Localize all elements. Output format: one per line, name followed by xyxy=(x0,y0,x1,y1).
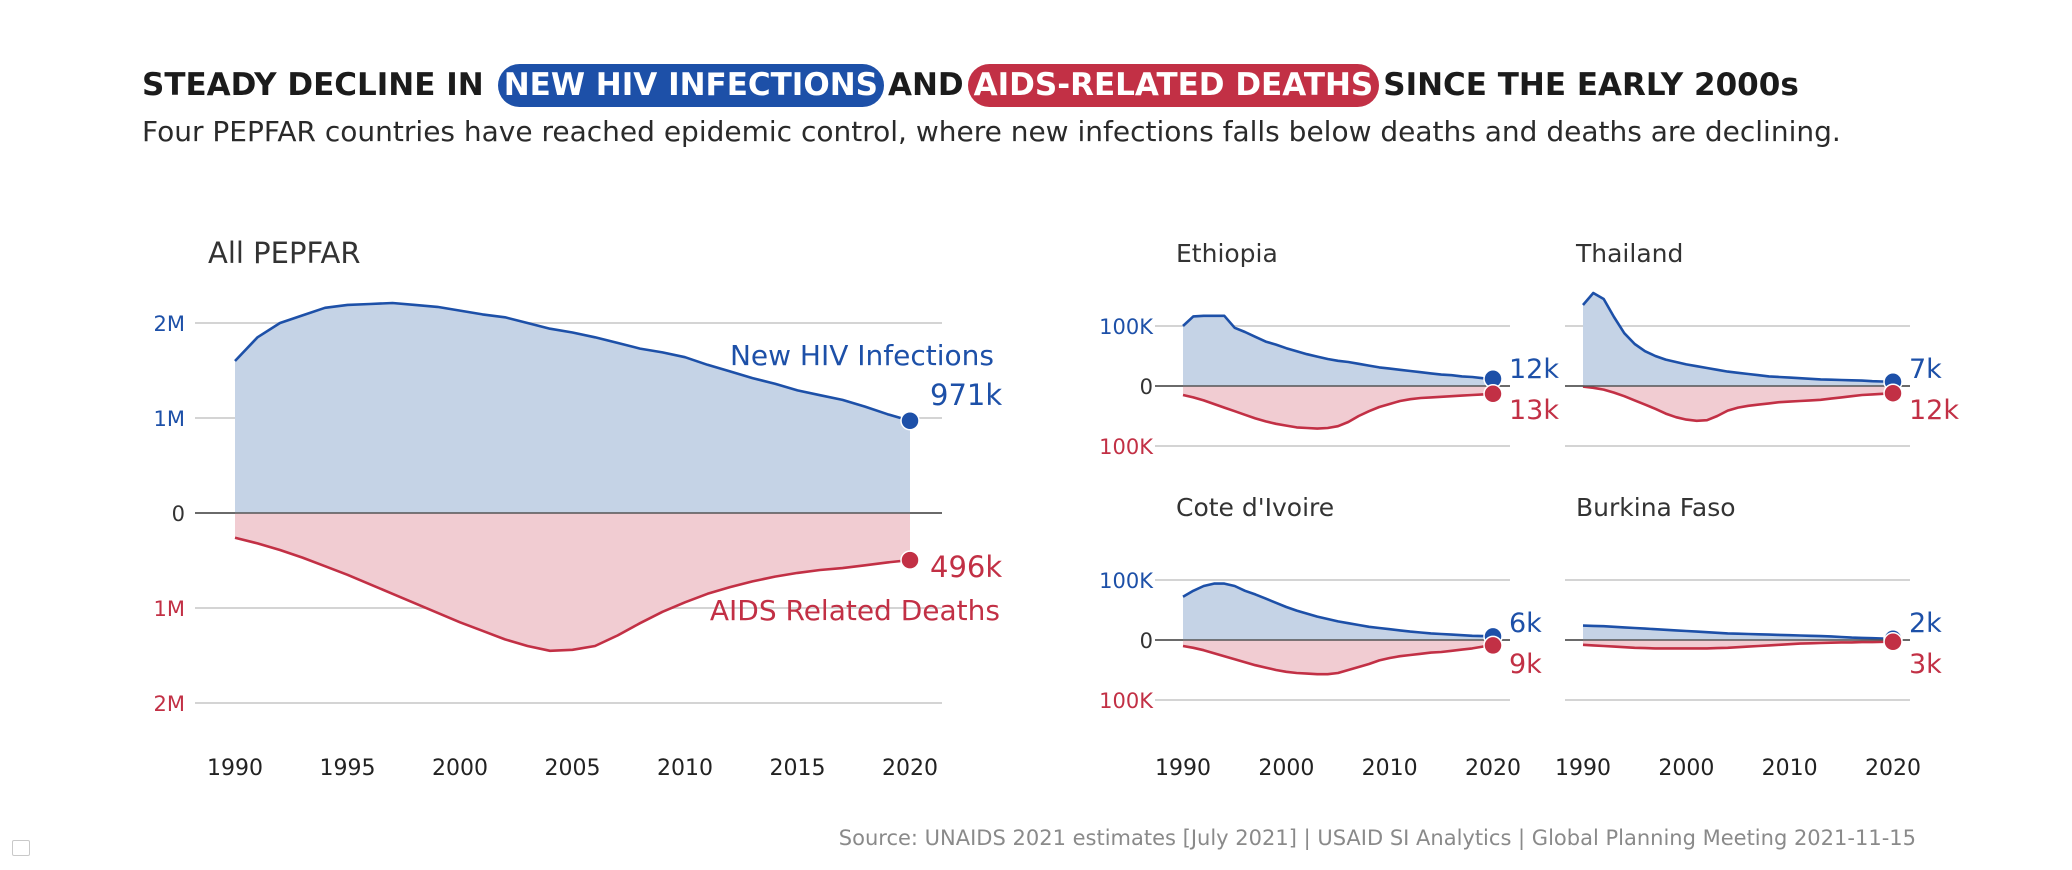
deaths-end-label: 496k xyxy=(930,550,1002,584)
y-tick-label: 1M xyxy=(154,597,185,621)
deaths-end-label: 12k xyxy=(1909,395,1959,426)
chart-headline: STEADY DECLINE IN NEW HIV INFECTIONS AND… xyxy=(142,58,1799,112)
infections-area xyxy=(1183,583,1493,640)
deaths-area xyxy=(1183,386,1493,429)
x-tick-label: 2015 xyxy=(770,756,826,781)
x-tick-label: 2010 xyxy=(1362,756,1418,781)
panel-title: Burkina Faso xyxy=(1576,493,1736,522)
deaths-end-label: 9k xyxy=(1509,649,1542,680)
x-tick-label: 2000 xyxy=(1258,756,1314,781)
infections-line xyxy=(1182,314,1494,381)
y-tick-label: 100K xyxy=(1099,315,1154,339)
infections-area xyxy=(1183,315,1493,386)
infections-end-label: 971k xyxy=(930,378,1002,412)
deaths-end-marker xyxy=(1883,632,1903,652)
infections-line xyxy=(1582,624,1894,641)
headline-part-2: AND xyxy=(887,67,964,103)
deaths-line xyxy=(1582,640,1893,650)
deaths-end-marker xyxy=(900,550,920,570)
image-icon xyxy=(12,840,30,856)
infections-area xyxy=(235,303,910,513)
deaths-area xyxy=(235,513,910,651)
infections-line xyxy=(234,301,911,423)
headline-part-3: SINCE THE EARLY 2000s xyxy=(1383,67,1799,103)
panel-title: Ethiopia xyxy=(1176,239,1278,268)
x-tick-label: 2005 xyxy=(545,756,601,781)
panel-title: All PEPFAR xyxy=(208,236,360,270)
deaths-line xyxy=(1182,392,1494,430)
deaths-end-marker xyxy=(1483,635,1503,656)
deaths-series-label: AIDS Related Deaths xyxy=(710,594,1000,627)
headline-highlight-infections: NEW HIV INFECTIONS xyxy=(497,63,884,107)
deaths-end-marker xyxy=(1883,383,1903,403)
infections-line xyxy=(1582,291,1894,384)
infections-end-label: 6k xyxy=(1509,608,1542,639)
chart-subtitle: Four PEPFAR countries have reached epide… xyxy=(142,115,1841,148)
infections-end-label: 12k xyxy=(1509,354,1559,385)
panel-title: Cote d'Ivoire xyxy=(1176,493,1334,522)
y-tick-label: 2M xyxy=(154,692,185,716)
x-tick-label: 2010 xyxy=(1762,756,1818,781)
infections-area xyxy=(1583,293,1893,386)
y-tick-label: 1M xyxy=(154,407,185,431)
x-tick-label: 2020 xyxy=(1865,756,1921,781)
x-tick-label: 2000 xyxy=(1658,756,1714,781)
y-tick-label: 2M xyxy=(154,312,185,336)
y-tick-label: 0 xyxy=(1140,629,1153,653)
x-tick-label: 2010 xyxy=(657,756,713,781)
deaths-end-label: 13k xyxy=(1509,395,1559,426)
headline-highlight-deaths: AIDS-RELATED DEATHS xyxy=(967,63,1380,107)
deaths-line xyxy=(1582,385,1894,423)
panel-title: Thailand xyxy=(1575,239,1683,268)
y-tick-label: 0 xyxy=(1140,375,1153,399)
headline-part-1: STEADY DECLINE IN xyxy=(142,67,484,103)
x-tick-label: 1990 xyxy=(1155,756,1211,781)
deaths-end-label: 3k xyxy=(1909,649,1942,680)
deaths-line xyxy=(1182,644,1494,676)
source-note: Source: UNAIDS 2021 estimates [July 2021… xyxy=(838,826,1916,850)
x-tick-label: 1990 xyxy=(1555,756,1611,781)
deaths-area xyxy=(1583,386,1893,421)
infections-end-label: 2k xyxy=(1909,608,1942,639)
x-tick-label: 2020 xyxy=(1465,756,1521,781)
deaths-end-marker xyxy=(1483,384,1503,404)
x-tick-label: 1995 xyxy=(320,756,376,781)
y-tick-label: 100K xyxy=(1099,569,1154,593)
infections-end-label: 7k xyxy=(1909,354,1942,385)
y-tick-label: 0 xyxy=(172,502,185,526)
y-tick-label: 100K xyxy=(1099,435,1154,459)
x-tick-label: 2020 xyxy=(882,756,938,781)
deaths-line xyxy=(234,536,911,653)
x-tick-label: 2000 xyxy=(432,756,488,781)
infections-series-label: New HIV Infections xyxy=(730,339,994,372)
y-tick-label: 100K xyxy=(1099,689,1154,713)
infections-end-marker xyxy=(900,411,920,431)
x-tick-label: 1990 xyxy=(207,756,263,781)
infections-line xyxy=(1182,582,1494,638)
